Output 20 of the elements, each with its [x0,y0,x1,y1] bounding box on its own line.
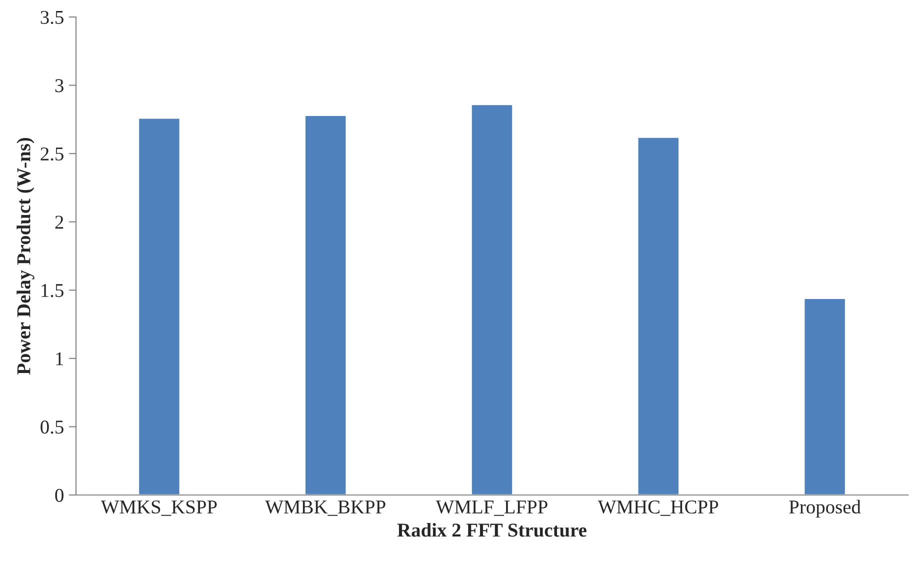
y-axis-title: Power Delay Product (W-ns) [16,138,34,375]
y-tick-label: 0 [55,488,64,502]
y-tick-label: 1.5 [42,284,64,298]
x-tick-label: WMBK_BKPP [265,500,386,516]
y-tick-label: 3.5 [40,10,64,24]
bar [636,136,680,495]
y-tick-label: 0.5 [40,420,64,434]
x-tick-label: WMLF_LFPP [436,500,548,516]
x-tick-label: WMHC_HCPP [598,500,718,516]
bar [138,117,181,495]
x-axis-title: Radix 2 FFT Structure [397,523,586,537]
bar [470,104,514,495]
y-tick-label: 2.5 [40,147,64,161]
bar [304,114,348,495]
y-tick-label: 1 [56,352,64,366]
bar [803,298,846,495]
y-tick-label: 2 [55,216,64,229]
x-tick-label: WMKS_KSPP [100,500,217,516]
x-tick-label: Proposed [789,500,861,518]
y-tick-label: 3 [55,79,64,92]
